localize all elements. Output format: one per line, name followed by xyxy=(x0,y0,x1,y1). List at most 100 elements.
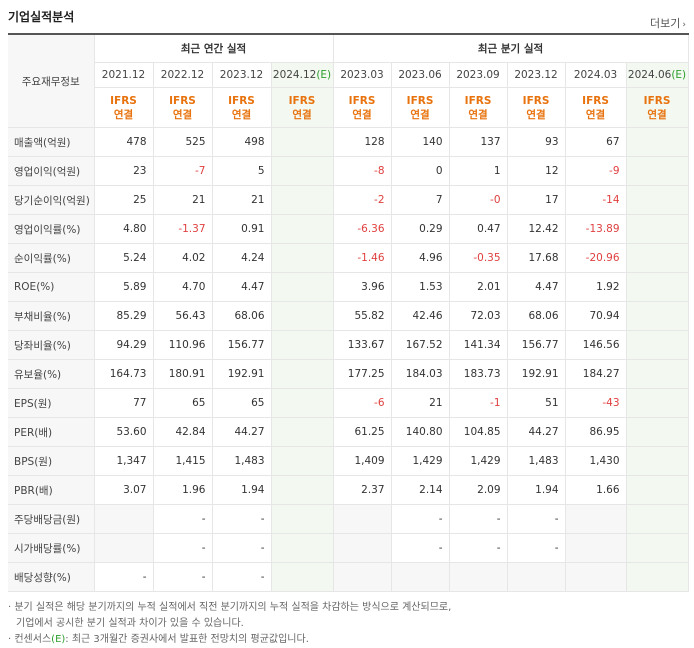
table-cell xyxy=(271,185,334,215)
table-cell: 192.91 xyxy=(212,359,272,389)
table-cell: 77 xyxy=(94,388,154,418)
estimate-mark: (E) xyxy=(671,69,687,81)
footnote-2-e: (E) xyxy=(51,634,66,645)
metric-label: 시가배당률(%) xyxy=(8,533,95,563)
table-cell: 56.43 xyxy=(153,301,213,331)
metric-label: 순이익률(%) xyxy=(8,243,95,273)
table-cell: 192.91 xyxy=(507,359,566,389)
period-header: 2023.09 xyxy=(449,62,508,88)
table-cell: 65 xyxy=(153,388,213,418)
ifrs-label: IFRS 연결 xyxy=(626,87,689,128)
table-cell xyxy=(449,562,508,592)
table-cell: 67 xyxy=(565,127,627,157)
footnote-2-post: : 최근 3개월간 증권사에서 발표한 전망치의 평균값입니다. xyxy=(65,634,309,645)
table-cell xyxy=(626,359,689,389)
table-cell: 1,429 xyxy=(391,446,450,476)
table-cell: 1.92 xyxy=(565,272,627,302)
table-cell: 17 xyxy=(507,185,566,215)
metric-label: EPS(원) xyxy=(8,388,95,418)
table-cell: 12 xyxy=(507,156,566,186)
table-cell: 184.27 xyxy=(565,359,627,389)
footnote-1-cont: 기업에서 공시한 분기 실적과 차이가 있을 수 있습니다. xyxy=(16,618,244,629)
table-cell: 51 xyxy=(507,388,566,418)
table-cell: 110.96 xyxy=(153,330,213,360)
table-cell: 72.03 xyxy=(449,301,508,331)
table-cell: 3.96 xyxy=(332,272,392,302)
table-cell: 4.80 xyxy=(94,214,154,244)
table-cell: 137 xyxy=(449,127,508,157)
table-cell: 177.25 xyxy=(332,359,392,389)
table-cell xyxy=(626,446,689,476)
table-cell xyxy=(271,504,334,534)
table-row: 유보율(%) 164.73 180.91 192.91 177.25 184.03 183.… xyxy=(8,359,689,389)
table-cell: -20.96 xyxy=(565,243,627,273)
table-cell xyxy=(271,359,334,389)
table-cell: 1,483 xyxy=(507,446,566,476)
table-cell: -9 xyxy=(565,156,627,186)
table-cell: 5.24 xyxy=(94,243,154,273)
table-cell: 1.94 xyxy=(212,475,272,505)
table-cell xyxy=(626,127,689,157)
table-cell: 21 xyxy=(153,185,213,215)
table-cell: 1.66 xyxy=(565,475,627,505)
table-cell: 0 xyxy=(391,156,450,186)
footnotes: · 분기 실적은 해당 분기까지의 누적 실적에서 직전 분기까지의 누적 실적… xyxy=(8,600,451,648)
table-cell xyxy=(626,417,689,447)
table-cell: 183.73 xyxy=(449,359,508,389)
table-cell xyxy=(626,214,689,244)
table-cell: 141.34 xyxy=(449,330,508,360)
table-cell xyxy=(626,301,689,331)
metric-label: ROE(%) xyxy=(8,272,95,302)
table-cell: 1,483 xyxy=(212,446,272,476)
table-cell: 3.07 xyxy=(94,475,154,505)
table-cell: 525 xyxy=(153,127,213,157)
table-cell: 42.84 xyxy=(153,417,213,447)
table-cell: 42.46 xyxy=(391,301,450,331)
table-cell: 61.25 xyxy=(332,417,392,447)
table-cell: 498 xyxy=(212,127,272,157)
table-cell xyxy=(391,562,450,592)
metric-label: 영업이익(억원) xyxy=(8,156,95,186)
metric-label: 배당성향(%) xyxy=(8,562,95,592)
metric-label: 부채비율(%) xyxy=(8,301,95,331)
table-cell: 1 xyxy=(449,156,508,186)
table-cell xyxy=(626,272,689,302)
table-cell: 4.24 xyxy=(212,243,272,273)
table-row: PBR(배) 3.07 1.96 1.94 2.37 2.14 2.09 1.94 1.66 xyxy=(8,475,689,505)
table-row: 매출액(억원) 478 525 498 128 140 137 93 67 xyxy=(8,127,689,157)
metric-label: 당기순이익(억원) xyxy=(8,185,95,215)
table-cell: -7 xyxy=(153,156,213,186)
table-cell: 1,347 xyxy=(94,446,154,476)
table-cell xyxy=(626,562,689,592)
table-cell xyxy=(271,156,334,186)
table-cell xyxy=(271,475,334,505)
table-cell: 2.14 xyxy=(391,475,450,505)
more-link[interactable]: 더보기 › xyxy=(650,15,686,31)
metric-label: PER(배) xyxy=(8,417,95,447)
financial-table: 주요재무정보 최근 연간 실적 최근 분기 실적 2021.12 2022.12 2023… xyxy=(8,33,689,592)
table-row: 시가배당률(%) - - - - - xyxy=(8,533,689,563)
table-cell: 68.06 xyxy=(507,301,566,331)
ifrs-label: IFRS 연결 xyxy=(391,87,450,128)
table-cell: 140 xyxy=(391,127,450,157)
metric-label: 주당배당금(원) xyxy=(8,504,95,534)
table-cell: 0.47 xyxy=(449,214,508,244)
footnote-2: · 컨센서스(E): 최근 3개월간 증권사에서 발표한 전망치의 평균값입니다… xyxy=(8,632,451,648)
table-row: PER(배) 53.60 42.84 44.27 61.25 140.80 104.85 44… xyxy=(8,417,689,447)
period-header: 2024.12(E) xyxy=(271,62,334,88)
chevron-right-icon: › xyxy=(682,20,686,30)
table-row: 부채비율(%) 85.29 56.43 68.06 55.82 42.46 72.03 68.… xyxy=(8,301,689,331)
table-cell: 65 xyxy=(212,388,272,418)
table-cell: -0.35 xyxy=(449,243,508,273)
table-cell: 4.70 xyxy=(153,272,213,302)
table-cell xyxy=(626,388,689,418)
table-cell xyxy=(271,243,334,273)
table-row: 영업이익(억원) 23 -7 5 -8 0 1 12 -9 xyxy=(8,156,689,186)
period-header: 2022.12 xyxy=(153,62,213,88)
group-quarterly: 최근 분기 실적 xyxy=(332,33,689,63)
group-annual: 최근 연간 실적 xyxy=(94,33,334,63)
table-cell: -0 xyxy=(449,185,508,215)
table-row: 영업이익률(%) 4.80 -1.37 0.91 -6.36 0.29 0.47 12.42-… xyxy=(8,214,689,244)
table-cell: 5.89 xyxy=(94,272,154,302)
metric-label: 유보율(%) xyxy=(8,359,95,389)
